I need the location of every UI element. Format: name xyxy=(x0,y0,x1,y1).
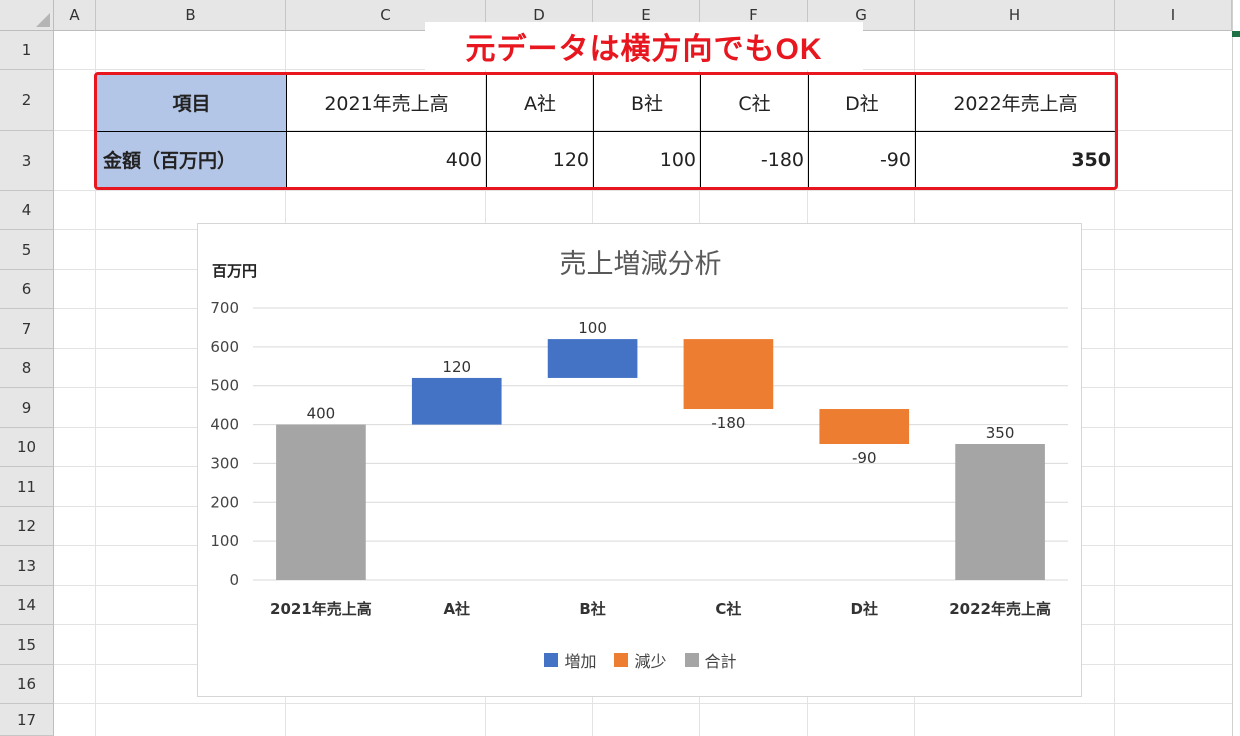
scrollbar-indicator xyxy=(1232,31,1240,37)
y-tick-label: 700 xyxy=(210,299,239,317)
waterfall-chart[interactable]: 売上増減分析 百万円 0 100 200 300 400 500 600 700 400 2021… xyxy=(197,223,1082,697)
cell-d3[interactable]: 120 xyxy=(487,132,594,188)
category-label-3: B社 xyxy=(579,600,605,618)
category-label-6: 2022年売上高 xyxy=(949,600,1051,618)
legend-label-total: 合計 xyxy=(704,652,737,671)
bar-5[interactable] xyxy=(819,409,910,444)
gridline xyxy=(54,190,1232,191)
row-header-14[interactable]: 14 xyxy=(0,586,54,625)
legend-swatch-total xyxy=(684,653,699,667)
category-label-4: C社 xyxy=(715,600,741,618)
y-axis-unit-label[interactable]: 百万円 xyxy=(212,262,258,280)
cell-e2[interactable]: B社 xyxy=(594,73,701,132)
col-header-b[interactable]: B xyxy=(96,0,286,31)
bar-6[interactable] xyxy=(955,444,1045,580)
gridline xyxy=(54,130,1232,131)
cell-d2[interactable]: A社 xyxy=(487,73,594,132)
cell-h3[interactable]: 350 xyxy=(916,132,1116,188)
legend-item-increase[interactable]: 増加 xyxy=(544,648,596,672)
data-label-1: 400 xyxy=(307,405,336,423)
cell-g3[interactable]: -90 xyxy=(809,132,916,188)
legend-label-decrease: 減少 xyxy=(634,652,667,671)
col-header-c[interactable]: C xyxy=(286,0,486,31)
bar-4[interactable] xyxy=(683,339,774,410)
cell-b3-value-label[interactable]: 金額（百万円） xyxy=(96,132,287,188)
gridline xyxy=(54,703,1232,704)
legend-swatch-increase xyxy=(544,653,559,667)
data-label-2: 120 xyxy=(442,358,471,376)
bar-2[interactable] xyxy=(411,377,502,425)
chart-plot-area[interactable]: 0 100 200 300 400 500 600 700 400 2021年売上高 120 A社 10… xyxy=(198,224,1083,698)
col-header-h[interactable]: H xyxy=(915,0,1115,31)
row-header-1[interactable]: 1 xyxy=(0,31,54,70)
y-tick-label: 400 xyxy=(210,416,239,434)
y-tick-label: 300 xyxy=(210,454,239,472)
select-all-triangle-icon xyxy=(36,13,50,27)
row-header-15[interactable]: 15 xyxy=(0,625,54,665)
cell-g2[interactable]: D社 xyxy=(809,73,916,132)
legend-item-decrease[interactable]: 減少 xyxy=(614,648,667,672)
select-all-corner[interactable] xyxy=(0,0,54,31)
chart-legend[interactable]: 増加 減少 合計 xyxy=(198,648,1083,672)
gridline xyxy=(95,31,96,736)
data-label-5: -90 xyxy=(852,449,877,467)
data-label-6: 350 xyxy=(986,424,1015,442)
y-tick-label: 100 xyxy=(210,532,239,550)
bar-3[interactable] xyxy=(547,339,638,378)
bar-1[interactable] xyxy=(276,424,366,580)
data-label-4: -180 xyxy=(711,414,745,432)
row-header-12[interactable]: 12 xyxy=(0,507,54,546)
y-tick-label: 200 xyxy=(210,493,239,511)
row-header-17[interactable]: 17 xyxy=(0,704,54,736)
row-header-5[interactable]: 5 xyxy=(0,230,54,270)
data-label-3: 100 xyxy=(578,319,607,337)
row-header-3[interactable]: 3 xyxy=(0,131,54,191)
vertical-scrollbar[interactable] xyxy=(1232,0,1240,736)
legend-swatch-decrease xyxy=(614,653,629,667)
legend-label-increase: 増加 xyxy=(564,652,597,671)
col-header-a[interactable]: A xyxy=(54,0,96,31)
callout-annotation: 元データは横方向でもOK xyxy=(425,22,863,70)
cell-h2[interactable]: 2022年売上高 xyxy=(916,73,1116,132)
cell-c2[interactable]: 2021年売上高 xyxy=(287,73,487,132)
category-label-5: D社 xyxy=(851,600,878,618)
row-header-9[interactable]: 9 xyxy=(0,388,54,428)
col-header-i[interactable]: I xyxy=(1115,0,1232,31)
row-header-4[interactable]: 4 xyxy=(0,191,54,230)
y-tick-label: 600 xyxy=(210,338,239,356)
cell-c3[interactable]: 400 xyxy=(287,132,487,188)
gridline xyxy=(1114,31,1115,736)
row-header-7[interactable]: 7 xyxy=(0,309,54,349)
cell-b2-header-label[interactable]: 項目 xyxy=(96,73,287,132)
y-tick-label: 0 xyxy=(229,571,239,589)
category-label-2: A社 xyxy=(443,600,470,618)
chart-title[interactable]: 売上増減分析 xyxy=(559,249,722,280)
row-header-2[interactable]: 2 xyxy=(0,70,54,131)
row-header-13[interactable]: 13 xyxy=(0,546,54,586)
row-header-16[interactable]: 16 xyxy=(0,665,54,704)
cell-f3[interactable]: -180 xyxy=(701,132,809,188)
y-tick-label: 500 xyxy=(210,377,239,395)
row-header-6[interactable]: 6 xyxy=(0,270,54,309)
cell-f2[interactable]: C社 xyxy=(701,73,809,132)
legend-item-total[interactable]: 合計 xyxy=(684,648,737,672)
category-label-1: 2021年売上高 xyxy=(270,600,372,618)
row-header-11[interactable]: 11 xyxy=(0,467,54,507)
row-header-10[interactable]: 10 xyxy=(0,428,54,467)
cell-e3[interactable]: 100 xyxy=(594,132,701,188)
row-header-8[interactable]: 8 xyxy=(0,349,54,388)
